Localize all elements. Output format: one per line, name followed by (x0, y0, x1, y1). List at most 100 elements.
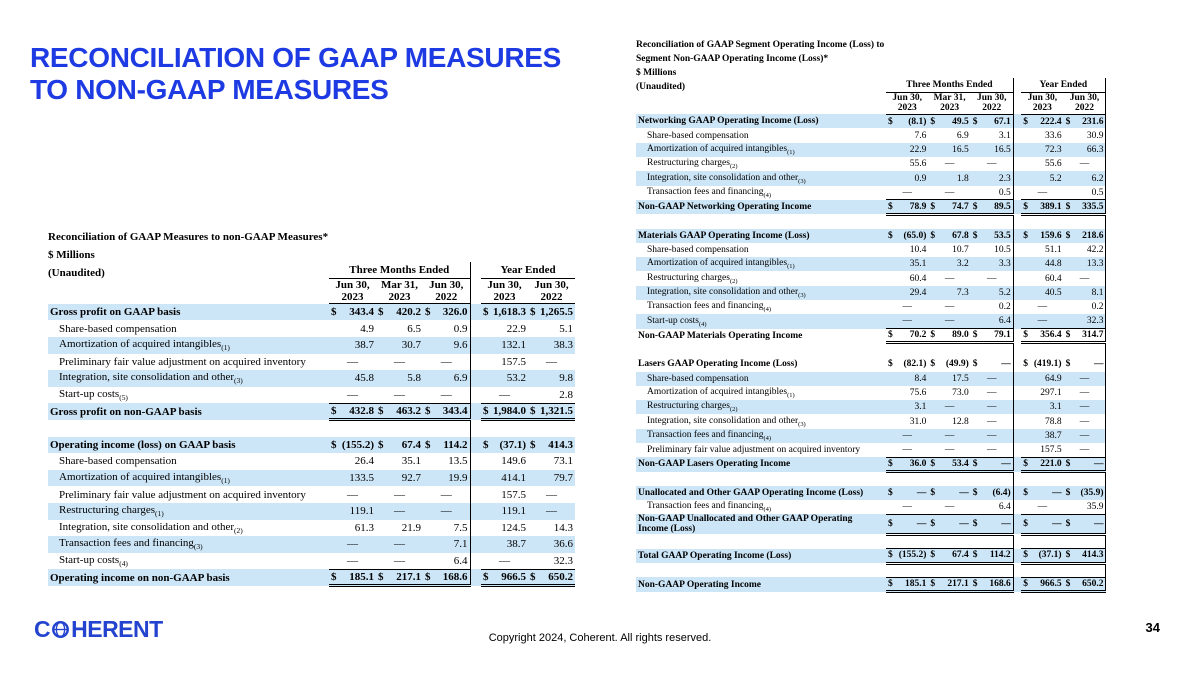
value-cell: $ (419.1) (1021, 357, 1063, 371)
value-cell: 61.3 (354, 521, 374, 534)
table-row: Gross profit on non-GAAP basis $432.8 $463… (48, 403, 576, 422)
currency-symbol: $ (331, 571, 337, 584)
value-cell: 0.2 (1063, 300, 1107, 315)
value-cell: 6.4 (423, 552, 471, 570)
value-cell (1021, 563, 1063, 577)
group-gap (469, 353, 482, 371)
group-gap (469, 453, 482, 470)
group-gap (1012, 228, 1022, 243)
value-cell: 5.1 (559, 322, 574, 335)
logo-letters-rest: HERENT (71, 616, 163, 642)
value-cell: — (394, 488, 405, 501)
value-cell (971, 563, 1013, 577)
value-cell: $335.5 (1063, 199, 1107, 216)
value-cell: $ — (886, 514, 929, 536)
value-cell (971, 214, 1013, 228)
currency-symbol: $ (378, 306, 384, 319)
value-cell: $343.4 (329, 304, 376, 321)
footnote-ref: (2) (729, 406, 738, 414)
value-cell: — (986, 402, 997, 413)
value-cell: $ — (971, 357, 1013, 371)
value-cell (928, 343, 970, 357)
footnote-ref: (4) (698, 320, 707, 328)
row-label: Non-GAAP Operating Income (638, 579, 761, 590)
row-label: Transaction fees and financing(4) (647, 301, 772, 314)
value-cell: 297.1 (1040, 387, 1062, 398)
value-cell: 53.2 (506, 372, 527, 385)
footnote-ref: (4) (763, 506, 772, 514)
value-cell: $218.6 (1063, 228, 1107, 243)
currency-symbol: $ (1065, 458, 1071, 469)
value-number: 1,321.5 (540, 405, 574, 418)
currency-symbol: $ (930, 330, 936, 341)
group-gap (469, 386, 482, 404)
value-cell: — (1063, 157, 1107, 172)
group-gap (1012, 500, 1022, 515)
table-title-line: $ Millions (636, 68, 677, 78)
value-number: 650.2 (1082, 579, 1104, 590)
value-number: 185.1 (349, 571, 374, 584)
row-label (636, 563, 886, 577)
value-number: (37.1) (1038, 550, 1062, 561)
value-number: 53.4 (952, 458, 969, 469)
currency-symbol: $ (972, 330, 978, 341)
footnote-ref: (4) (119, 559, 128, 569)
group-gap (1012, 534, 1022, 549)
value-cell: $36.0 (886, 457, 929, 474)
column-header-row: Jun 30, 2023 Mar 31, 2023 Jun 30, 2022 Jun 30,… (636, 92, 1107, 115)
group-gap (1012, 443, 1022, 458)
value-cell: 0.2 (998, 302, 1011, 313)
table-row: Amortization of acquired intangibles(1) 3… (636, 257, 1107, 272)
value-cell: 75.6 (909, 387, 927, 398)
currency-symbol: $ (425, 571, 431, 584)
value-cell: 3.1 (998, 130, 1011, 141)
gaap-measures-reconciliation-block: Reconciliation of GAAP Measures to non-G… (48, 228, 576, 613)
value-cell: $89.0 (928, 328, 971, 345)
currency-symbol: $ (930, 458, 936, 469)
footnote-ref: (3) (798, 420, 806, 428)
value-number: (65.0) (903, 230, 927, 241)
value-cell: — (1063, 414, 1107, 429)
page-title: RECONCILIATION OF GAAP MEASURES TO NON-G… (30, 42, 561, 105)
value-cell: 9.6 (453, 339, 468, 352)
currency-symbol: $ (972, 458, 978, 469)
value-cell: — (928, 443, 971, 458)
value-cell (971, 343, 1013, 357)
value-cell: $168.6 (970, 576, 1014, 594)
value-cell: $1,321.5 (528, 403, 576, 422)
value-cell: $221.0 (1021, 457, 1064, 474)
currency-symbol: $ (1065, 330, 1071, 341)
group-gap (469, 303, 482, 321)
currency-symbol: $ (530, 571, 536, 584)
value-cell: — (440, 488, 452, 501)
footnote-ref: (2) (729, 163, 738, 171)
value-cell: 51.1 (1044, 244, 1062, 255)
value-cell: $ (155.2) (886, 548, 929, 565)
row-label: Preliminary fair value adjustment on acq… (59, 488, 306, 501)
value-cell: 21.9 (401, 521, 421, 534)
currency-symbol: $ (972, 579, 978, 590)
value-cell: $ (155.2) (329, 437, 376, 454)
row-label: Preliminary fair value adjustment on acq… (59, 355, 306, 368)
group-gap (1012, 199, 1022, 215)
value-cell: — (928, 185, 971, 201)
currency-symbol: $ (425, 405, 431, 418)
value-number: 414.3 (548, 438, 574, 451)
value-cell: 30.9 (1063, 128, 1107, 143)
group-gap (1012, 471, 1022, 486)
footnote-ref: (5) (119, 393, 128, 403)
value-cell: $168.6 (423, 569, 471, 588)
table-title-line: (Unaudited) (48, 267, 105, 279)
value-cell: — (944, 159, 955, 170)
table-row: Integration, site consolidation and othe… (48, 370, 576, 387)
table-row: Non-GAAP Lasers Operating Income $36.0 $53… (636, 457, 1107, 474)
value-cell: 3.3 (998, 259, 1011, 270)
footnote-ref: (3) (798, 177, 806, 185)
table-row: Materials GAAP Operating Income (Loss) $(… (636, 228, 1107, 243)
value-number: 343.4 (442, 405, 468, 418)
value-number: 1,618.3 (493, 306, 527, 319)
page-number: 34 (1145, 620, 1160, 635)
group-gap (1012, 271, 1022, 286)
value-number: 79.1 (994, 330, 1011, 341)
value-number: — (1093, 359, 1104, 370)
